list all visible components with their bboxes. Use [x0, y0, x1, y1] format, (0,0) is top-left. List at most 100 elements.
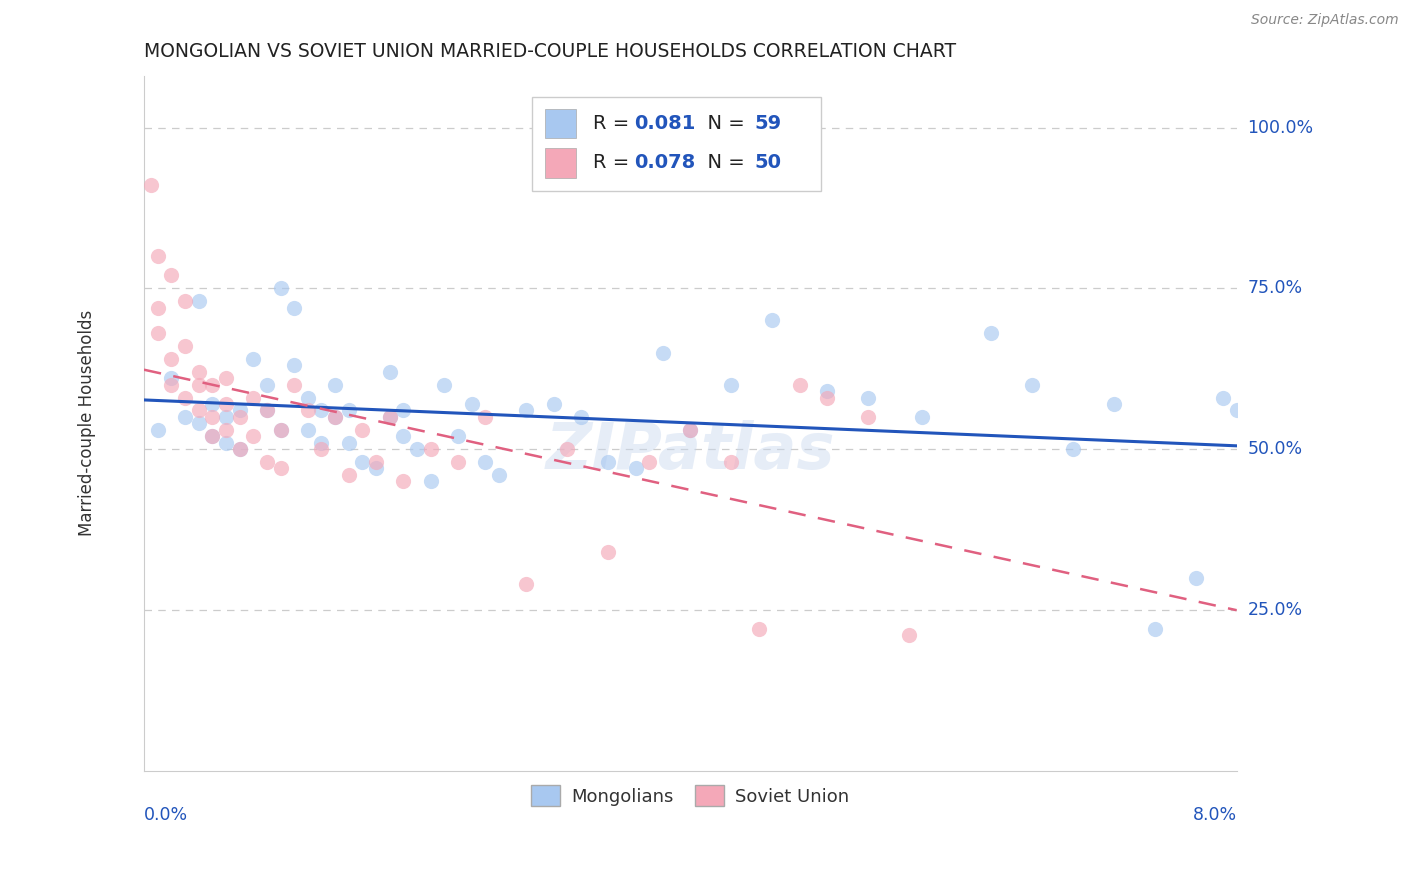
Point: [201, 409, 224, 424]
FancyBboxPatch shape: [546, 109, 575, 138]
Point: [283, 359, 305, 373]
Point: [228, 442, 250, 456]
Point: [1021, 377, 1043, 392]
Text: 75.0%: 75.0%: [1247, 279, 1303, 297]
Point: [283, 301, 305, 315]
Point: [146, 326, 169, 341]
Point: [242, 429, 264, 443]
Point: [856, 391, 879, 405]
Point: [789, 377, 811, 392]
Point: [187, 294, 209, 309]
Point: [174, 294, 197, 309]
Text: 0.0%: 0.0%: [143, 805, 188, 824]
Point: [488, 467, 510, 482]
Text: 0.078: 0.078: [634, 153, 696, 172]
Point: [256, 403, 278, 417]
Point: [323, 377, 346, 392]
Point: [1062, 442, 1084, 456]
Point: [297, 391, 319, 405]
Legend: Mongolians, Soviet Union: Mongolians, Soviet Union: [524, 778, 856, 814]
Text: 8.0%: 8.0%: [1192, 805, 1237, 824]
Point: [146, 249, 169, 263]
Point: [515, 577, 537, 591]
Point: [215, 409, 238, 424]
Point: [201, 429, 224, 443]
Point: [352, 455, 374, 469]
Text: 50: 50: [755, 153, 782, 172]
Text: N =: N =: [695, 114, 751, 133]
Point: [419, 442, 441, 456]
Point: [419, 474, 441, 488]
Point: [433, 377, 456, 392]
Point: [624, 461, 647, 475]
Text: 25.0%: 25.0%: [1247, 601, 1303, 619]
Point: [856, 409, 879, 424]
Point: [378, 365, 401, 379]
Point: [256, 377, 278, 392]
Text: R =: R =: [593, 153, 636, 172]
Point: [815, 384, 838, 399]
Point: [270, 281, 292, 295]
Point: [311, 435, 333, 450]
Point: [392, 403, 415, 417]
Point: [139, 178, 162, 193]
Point: [242, 391, 264, 405]
Point: [366, 461, 388, 475]
Point: [638, 455, 661, 469]
Point: [515, 403, 537, 417]
Text: 0.081: 0.081: [634, 114, 696, 133]
Point: [598, 545, 620, 559]
Point: [215, 423, 238, 437]
Point: [352, 423, 374, 437]
Point: [270, 461, 292, 475]
Point: [366, 455, 388, 469]
Point: [323, 409, 346, 424]
Point: [160, 268, 183, 283]
Point: [474, 455, 496, 469]
Point: [297, 423, 319, 437]
Point: [228, 403, 250, 417]
Point: [187, 365, 209, 379]
Point: [242, 352, 264, 367]
Point: [187, 377, 209, 392]
Point: [228, 409, 250, 424]
Text: 50.0%: 50.0%: [1247, 440, 1303, 458]
Point: [187, 403, 209, 417]
Point: [215, 371, 238, 385]
Point: [174, 391, 197, 405]
Point: [174, 339, 197, 353]
Point: [256, 403, 278, 417]
Point: [598, 455, 620, 469]
Point: [1184, 571, 1206, 585]
Point: [160, 352, 183, 367]
Point: [815, 391, 838, 405]
Point: [378, 409, 401, 424]
Point: [283, 377, 305, 392]
Point: [215, 397, 238, 411]
FancyBboxPatch shape: [546, 148, 575, 178]
Point: [323, 409, 346, 424]
Point: [1143, 622, 1166, 636]
Point: [378, 409, 401, 424]
Point: [256, 455, 278, 469]
Text: MONGOLIAN VS SOVIET UNION MARRIED-COUPLE HOUSEHOLDS CORRELATION CHART: MONGOLIAN VS SOVIET UNION MARRIED-COUPLE…: [143, 42, 956, 61]
Point: [748, 622, 770, 636]
Point: [270, 423, 292, 437]
Point: [911, 409, 934, 424]
Text: 100.0%: 100.0%: [1247, 119, 1313, 136]
Point: [720, 455, 742, 469]
Point: [543, 397, 565, 411]
Point: [679, 423, 702, 437]
Point: [160, 377, 183, 392]
Point: [297, 403, 319, 417]
Point: [228, 442, 250, 456]
Point: [392, 474, 415, 488]
Point: [146, 301, 169, 315]
Point: [652, 345, 675, 359]
Point: [201, 429, 224, 443]
Point: [406, 442, 429, 456]
Point: [761, 313, 783, 327]
Point: [447, 429, 470, 443]
Point: [557, 442, 579, 456]
Point: [447, 455, 470, 469]
